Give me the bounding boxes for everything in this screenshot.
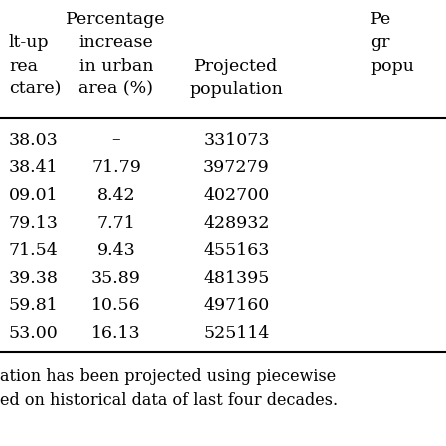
Text: 402700: 402700	[203, 187, 269, 204]
Text: 497160: 497160	[203, 297, 269, 314]
Text: 79.13: 79.13	[9, 215, 59, 231]
Text: area (%): area (%)	[78, 81, 153, 98]
Text: 38.03: 38.03	[9, 132, 59, 149]
Text: in urban: in urban	[78, 58, 153, 74]
Text: ctare): ctare)	[9, 81, 61, 98]
Text: 71.79: 71.79	[91, 159, 141, 176]
Text: lt-up: lt-up	[9, 34, 50, 51]
Text: Percentage: Percentage	[66, 11, 166, 28]
Text: population: population	[190, 81, 283, 98]
Text: 397279: 397279	[203, 159, 270, 176]
Text: 16.13: 16.13	[91, 325, 141, 342]
Text: ation has been projected using piecewise: ation has been projected using piecewise	[0, 368, 336, 385]
Text: 10.56: 10.56	[91, 297, 141, 314]
Text: increase: increase	[78, 34, 153, 51]
Text: 38.41: 38.41	[9, 159, 58, 176]
Text: 59.81: 59.81	[9, 297, 59, 314]
Text: 455163: 455163	[203, 242, 269, 259]
Text: 7.71: 7.71	[97, 215, 135, 231]
Text: Projected: Projected	[194, 58, 278, 74]
Text: 331073: 331073	[203, 132, 270, 149]
Text: 525114: 525114	[203, 325, 269, 342]
Text: Pe: Pe	[370, 11, 392, 28]
Text: 53.00: 53.00	[9, 325, 59, 342]
Text: popu: popu	[370, 58, 414, 74]
Text: gr: gr	[370, 34, 390, 51]
Text: 71.54: 71.54	[9, 242, 59, 259]
Text: 09.01: 09.01	[9, 187, 58, 204]
Text: ed on historical data of last four decades.: ed on historical data of last four decad…	[0, 392, 338, 409]
Text: rea: rea	[9, 58, 38, 74]
Text: –: –	[112, 132, 120, 149]
Text: 428932: 428932	[203, 215, 270, 231]
Text: 39.38: 39.38	[9, 270, 59, 287]
Text: 9.43: 9.43	[97, 242, 135, 259]
Text: 481395: 481395	[203, 270, 269, 287]
Text: 35.89: 35.89	[91, 270, 141, 287]
Text: 8.42: 8.42	[97, 187, 135, 204]
